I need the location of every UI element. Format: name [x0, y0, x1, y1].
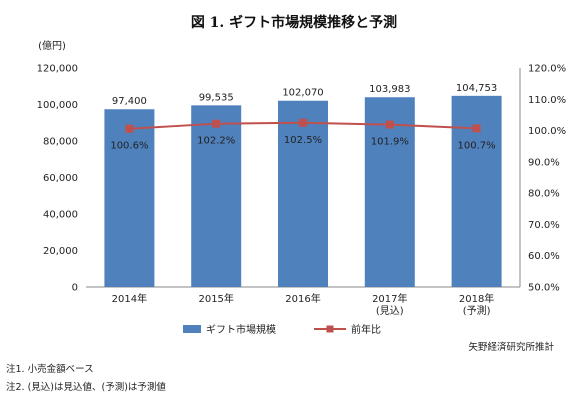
legend: ギフト市場規模 前年比 [183, 323, 381, 336]
y-right-tick: 60.0% [528, 251, 560, 262]
line-value-label: 100.6% [110, 141, 148, 152]
bar-value-label: 104,753 [456, 83, 497, 94]
x-tick-label: (予測) [463, 304, 491, 317]
x-tick-label: 2014年 [112, 292, 147, 305]
bar [191, 105, 242, 287]
legend-swatch-marker [326, 325, 334, 333]
y-right-tick: 110.0% [528, 95, 566, 106]
y-left-tick: 120,000 [37, 64, 78, 75]
bar-value-label: 97,400 [112, 96, 147, 107]
bar [104, 109, 155, 288]
line-marker [125, 124, 134, 133]
x-tick-label: 2016年 [285, 292, 320, 305]
x-tick-label: 2018年 [459, 292, 494, 305]
x-tick-label: (見込) [376, 305, 404, 317]
y-axis-unit-label: (億円) [38, 39, 66, 52]
line-marker [385, 120, 394, 129]
line-marker [299, 118, 307, 127]
y-right-tick: 70.0% [528, 220, 560, 231]
line-marker [472, 124, 481, 133]
line-value-labels: 100.6% 102.2% 102.5% 101.9% 100.7% [110, 135, 495, 152]
y-left-tick: 40,000 [43, 210, 78, 221]
chart-title: 図 1. ギフト市場規模推移と予測 [190, 15, 398, 31]
line-marker [212, 119, 221, 128]
y-right-tick: 80.0% [528, 189, 560, 200]
footnote-1: 注1. 小売金額ベース [6, 364, 94, 375]
y-left-tick: 60,000 [43, 173, 78, 184]
y-left-tick-labels: 0 20,000 40,000 60,000 80,000 100,000 120,000 [37, 64, 78, 294]
footnote-2: 注2. (見込)は見込値、(予測)は予測値 [6, 382, 166, 393]
line-value-label: 101.9% [371, 137, 409, 148]
y-right-tick-labels: 50.0% 60.0% 70.0% 80.0% 90.0% 100.0% 110.0% 120… [528, 64, 566, 294]
bar-value-label: 99,535 [199, 92, 234, 103]
y-right-tick: 50.0% [528, 283, 560, 294]
legend-swatch-bar [183, 325, 201, 333]
bar-value-label: 102,070 [282, 88, 323, 99]
y-left-tick: 100,000 [37, 100, 78, 111]
legend-label-line: 前年比 [351, 323, 381, 336]
y-right-tick: 120.0% [528, 64, 566, 75]
y-right-tick: 100.0% [528, 126, 566, 137]
line-value-label: 102.2% [197, 136, 235, 147]
line-value-label: 100.7% [458, 140, 496, 151]
y-left-tick: 80,000 [43, 137, 78, 148]
y-left-tick: 0 [72, 283, 78, 294]
bar [364, 97, 415, 288]
x-tick-labels: 2014年 2015年 2016年 2017年(見込) 2018年(予測) [112, 292, 495, 317]
x-tick-label: 2017年 [372, 292, 407, 305]
source-credit: 矢野経済研究所推計 [468, 342, 554, 353]
y-right-tick: 90.0% [528, 157, 560, 168]
bar-value-label: 103,983 [369, 84, 410, 95]
x-tick-label: 2015年 [198, 292, 233, 305]
bar [278, 100, 328, 287]
y-left-tick: 20,000 [43, 246, 78, 257]
bar-series [104, 95, 502, 288]
bar-value-labels: 97,400 99,535 102,070 103,983 104,753 [112, 83, 497, 107]
line-series [125, 118, 481, 133]
line-value-label: 102.5% [284, 135, 322, 146]
legend-label-bar: ギフト市場規模 [206, 323, 276, 336]
